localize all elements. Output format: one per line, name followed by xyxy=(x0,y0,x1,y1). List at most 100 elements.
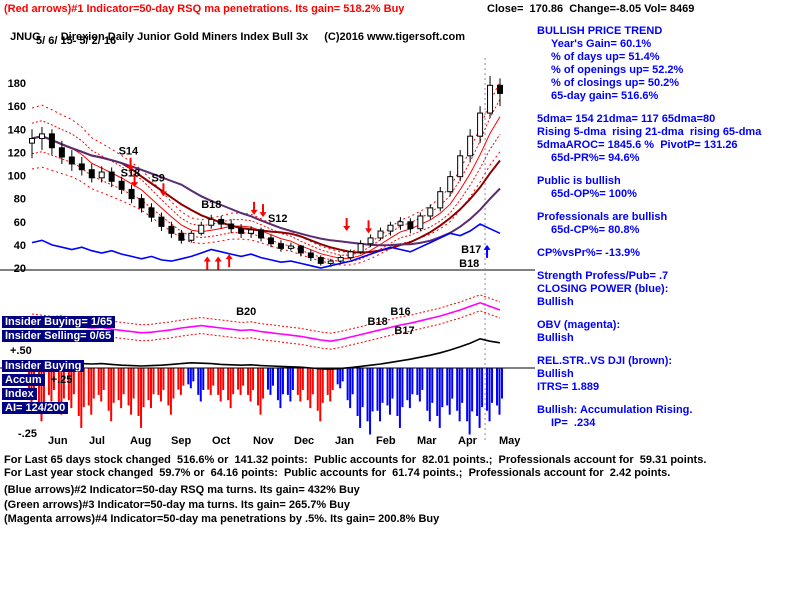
accum-index-bar xyxy=(47,368,50,395)
candle-body xyxy=(48,133,55,149)
sell-arrow-head xyxy=(259,212,267,218)
accum-index-bar xyxy=(60,368,63,415)
accum-index-bar xyxy=(87,368,90,406)
accum-index-bar xyxy=(247,368,250,395)
panel-line: CLOSING POWER (blue): xyxy=(537,283,669,295)
sell-arrow-head xyxy=(250,209,258,215)
accum-index-bar xyxy=(461,368,464,403)
footer-indicator3-line: (Green arrows)#3 Indicator=50-day ma tur… xyxy=(4,499,351,511)
month-label: Jan xyxy=(335,435,354,447)
accum-index-bar xyxy=(498,368,501,415)
ma-21day-line xyxy=(31,135,501,254)
ai-value-wrap: AI= 124/200 xyxy=(2,402,69,414)
candle-body xyxy=(267,237,274,245)
accum-index-bar xyxy=(476,368,479,417)
footer-indicator4-line: (Magenta arrows)#4 Indicator=50-day ma p… xyxy=(4,513,440,525)
accum-index-bar xyxy=(371,368,374,412)
ma-65day-line xyxy=(31,135,501,247)
signal-label: S18 xyxy=(121,168,141,180)
accum-index-bar xyxy=(421,368,424,390)
sell-arrow-head xyxy=(127,165,135,171)
accum-index-bar xyxy=(137,368,140,417)
candle-body xyxy=(248,229,255,234)
panel-line: Bullish: Accumulation Rising. xyxy=(537,404,693,416)
panel-line: 65d-OP%= 100% xyxy=(551,188,637,200)
accum-index-bar xyxy=(50,368,53,402)
accum-index-bar xyxy=(197,368,200,395)
panel-line: % of days up= 51.4% xyxy=(551,51,660,63)
candle-body xyxy=(88,169,95,179)
signal-label: B17 xyxy=(461,244,481,256)
accum-index-bar xyxy=(451,368,454,399)
accum-index-bar xyxy=(242,368,245,386)
accum-index-bar xyxy=(269,368,272,395)
accum-index-bar xyxy=(406,368,409,401)
accum-index-bar xyxy=(192,368,195,382)
panel-line: IP= .234 xyxy=(551,417,596,429)
month-label: May xyxy=(499,435,521,447)
accum-index-bar xyxy=(286,368,289,395)
candle-body xyxy=(467,135,474,157)
accum-index-bar xyxy=(97,368,100,395)
accum-index-bar xyxy=(331,368,334,390)
accum-index-bar xyxy=(52,368,55,390)
accum-index-bar xyxy=(431,368,434,403)
accum-index-bar xyxy=(381,368,384,403)
accum-index-bar xyxy=(311,368,314,395)
y-axis-label: 120 xyxy=(8,147,26,159)
accum-index-bar xyxy=(379,368,382,422)
accum-index-bar xyxy=(67,368,70,401)
accum-row: Accum +.25 xyxy=(2,374,72,386)
candle-body xyxy=(178,232,185,241)
panel-line: OBV (magenta): xyxy=(537,319,621,331)
sell-arrow-head xyxy=(343,226,351,231)
accum-index-bar xyxy=(361,368,364,408)
accum-index-bar xyxy=(299,368,302,402)
candle-body xyxy=(38,133,45,139)
y-axis-label: 180 xyxy=(8,78,26,90)
month-label: Jun xyxy=(48,435,68,447)
accum-index-bar xyxy=(122,368,125,395)
accum-index-bar xyxy=(501,368,503,399)
signal-label: S9 xyxy=(151,172,164,184)
accum-index-bar xyxy=(488,368,491,422)
accum-index-bar xyxy=(127,368,130,406)
accum-index-bar xyxy=(326,368,329,395)
obv-line xyxy=(31,301,501,343)
signal-label: B17 xyxy=(394,325,414,337)
panel-line: Rising 5-dma rising 21-dma rising 65-dma xyxy=(537,126,762,138)
accum-index-bar xyxy=(416,368,419,395)
insider-selling-count: Insider Selling= 0/65 xyxy=(2,330,115,342)
month-label: Mar xyxy=(417,435,437,447)
buy-arrow-head xyxy=(203,256,211,262)
accum-index-bar xyxy=(366,368,369,422)
accum-index-bar xyxy=(219,368,222,402)
accum-index-bar xyxy=(199,368,202,402)
candle-body xyxy=(287,245,294,249)
accum-index-bar xyxy=(496,368,498,406)
accum-index-bar xyxy=(456,368,459,411)
accum-index-bar xyxy=(356,368,359,417)
accum-index-bar xyxy=(448,368,451,415)
candle-body xyxy=(148,207,155,218)
accum-index-bar xyxy=(329,368,332,402)
accum-index-bar xyxy=(446,368,449,406)
accum-index-bar xyxy=(279,368,282,409)
sell-arrow-head xyxy=(365,228,373,234)
accum-index-bar xyxy=(281,368,284,395)
accum-index-bar xyxy=(316,368,319,411)
accum-index-bar xyxy=(217,368,220,395)
accum-index-bar xyxy=(212,368,215,386)
accum-index-bar xyxy=(209,368,212,395)
signal-label: B16 xyxy=(390,306,410,318)
accum-index-bar xyxy=(411,368,414,395)
candle-body xyxy=(98,171,105,179)
panel-line: 5dma= 154 21dma= 117 65dma=80 xyxy=(537,113,716,125)
candle-body xyxy=(208,218,215,226)
candle-body xyxy=(58,147,65,158)
accum-index-bar xyxy=(369,368,372,435)
candle-body xyxy=(258,229,265,239)
accum-index-bar xyxy=(266,368,269,390)
footer-line-year: For Last year stock changed 59.7% or 64.… xyxy=(4,467,671,479)
accum-index-bar xyxy=(239,368,242,395)
